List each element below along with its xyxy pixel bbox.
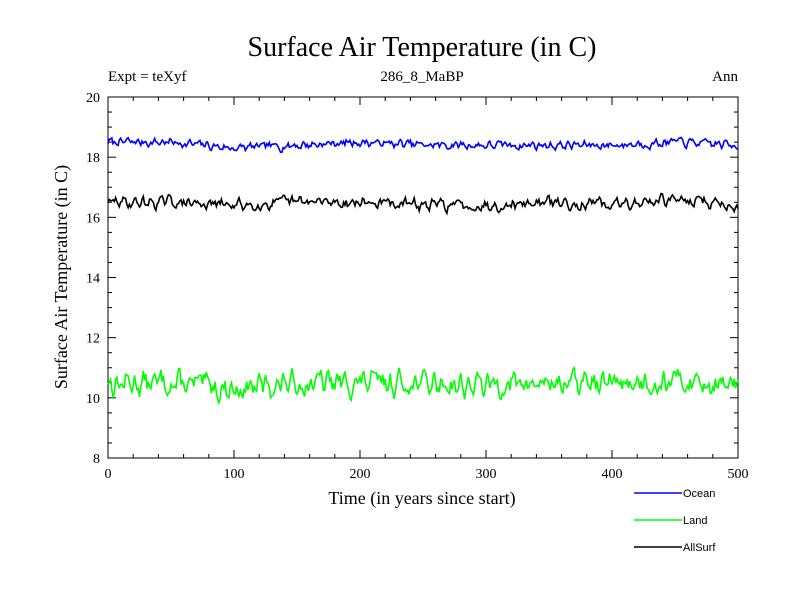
legend-label-allsurf: AllSurf <box>683 542 716 554</box>
plot-area: 0 100 200 300 400 500 8 10 12 14 16 18 20 <box>86 91 749 482</box>
y-tick-label: 10 <box>86 392 100 407</box>
y-tick-label: 12 <box>86 332 100 347</box>
subtitle-right: Ann <box>712 69 738 85</box>
series-line-allsurf <box>107 192 739 216</box>
plot-frame <box>107 96 739 459</box>
chart-title: Surface Air Temperature (in C) <box>248 32 597 63</box>
y-axis-label: Surface Air Temperature (in C) <box>51 165 72 389</box>
subtitle-center: 286_8_MaBP <box>380 69 463 85</box>
x-tick-label: 0 <box>105 467 112 482</box>
y-tick-label: 16 <box>86 211 100 226</box>
legend-label-ocean: Ocean <box>683 488 715 500</box>
series-line-land <box>107 365 739 404</box>
legend-label-land: Land <box>683 515 707 527</box>
subtitle-left: Expt = teXyf <box>108 69 186 85</box>
x-tick-label: 300 <box>476 467 497 482</box>
y-tick-label: 18 <box>86 151 100 166</box>
x-tick-label: 500 <box>728 467 749 482</box>
x-tick-label: 400 <box>602 467 623 482</box>
y-tick-label: 8 <box>93 452 100 467</box>
legend: Ocean Land AllSurf <box>634 488 716 554</box>
x-tick-label: 200 <box>350 467 371 482</box>
y-tick-label: 20 <box>86 91 100 106</box>
series-line-ocean <box>107 136 739 154</box>
x-axis-label: Time (in years since start) <box>328 488 515 509</box>
y-tick-label: 14 <box>86 272 100 287</box>
x-tick-label: 100 <box>224 467 245 482</box>
